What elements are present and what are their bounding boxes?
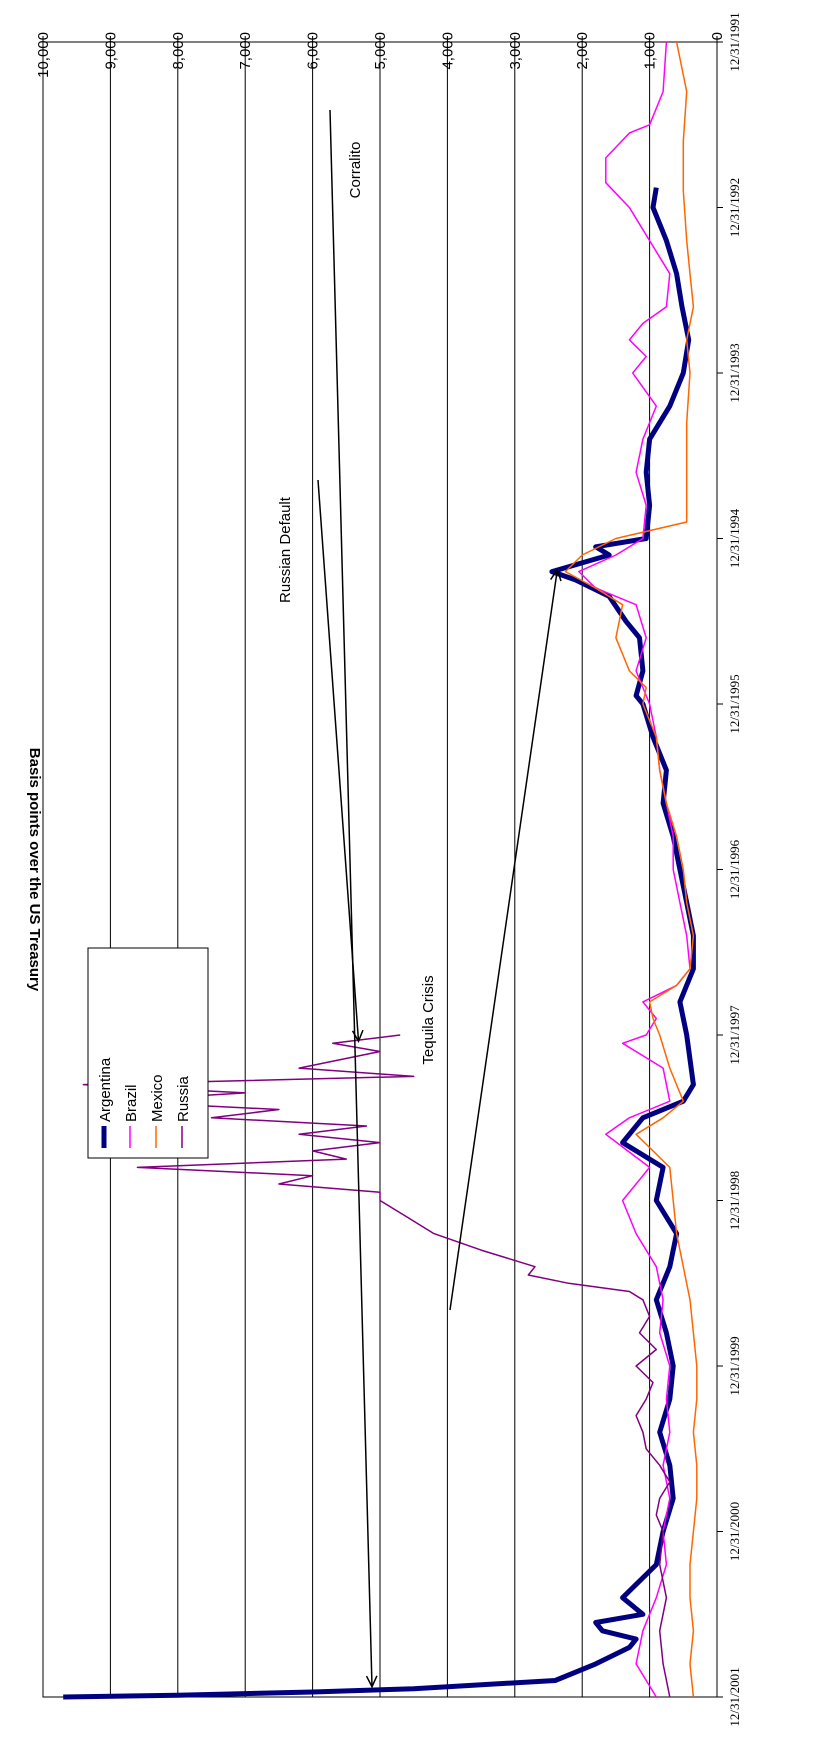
x-tick-label: 12/31/2000 <box>727 1502 742 1561</box>
y-axis-title: Basis points over the US Treasury <box>26 748 43 992</box>
x-tick-label: 12/31/1996 <box>727 839 742 899</box>
y-tick-label: 0 <box>709 32 726 40</box>
legend-box <box>87 947 209 1159</box>
x-tick-label: 12/31/1994 <box>727 508 742 568</box>
series-line-brazil <box>578 41 691 1698</box>
y-tick-label: 7,000 <box>237 32 254 70</box>
legend-label-argentina: Argentina <box>97 1057 114 1122</box>
series-line-russia <box>82 1034 671 1698</box>
y-tick-label: 3,000 <box>507 32 524 70</box>
x-tick-label: 12/31/1998 <box>727 1171 742 1230</box>
plot-area <box>42 36 723 1700</box>
x-tick-label: 12/31/2001 <box>727 1667 742 1726</box>
y-tick-label: 10,000 <box>35 32 52 78</box>
y-tick-label: 1,000 <box>642 32 659 70</box>
y-tick-label: 4,000 <box>439 32 456 70</box>
annotation-label: Russian Default <box>277 496 294 603</box>
y-axis-ticks: 0 1,000 2,000 3,000 4,000 5,000 6,000 7,000 8,00… <box>35 32 726 78</box>
x-tick-label: 12/31/1992 <box>727 178 742 237</box>
x-tick-label: 12/31/1995 <box>727 674 742 733</box>
annotation-arrow <box>449 569 559 1311</box>
annotation-arrowhead <box>550 567 562 582</box>
annotation-label: Corralito <box>347 142 364 199</box>
y-tick-label: 9,000 <box>102 32 119 70</box>
legend-label-mexico: Mexico <box>149 1074 166 1122</box>
x-tick-label: 12/31/1997 <box>727 1005 742 1065</box>
y-tick-label: 2,000 <box>574 32 591 70</box>
x-tick-label: 12/31/1991 <box>727 12 742 71</box>
annotation-arrow <box>329 109 373 1687</box>
y-tick-label: 8,000 <box>170 32 187 70</box>
series-line-mexico <box>564 41 698 1698</box>
x-tick-label: 12/31/1999 <box>727 1336 742 1395</box>
series-line-argentina <box>63 187 696 1700</box>
legend: Argentina Brazil Mexico Russia <box>87 947 209 1159</box>
legend-label-russia: Russia <box>175 1075 192 1122</box>
legend-label-brazil: Brazil <box>123 1084 140 1122</box>
annotation-arrowhead <box>365 1675 378 1689</box>
y-tick-label: 5,000 <box>372 32 389 70</box>
x-axis-ticks: 12/31/1991 12/31/1992 12/31/1993 12/31/1994… <box>727 12 742 1726</box>
y-tick-label: 6,000 <box>305 32 322 70</box>
annotation-label: Tequila Crisis <box>420 975 437 1064</box>
annotations: Tequila Crisis Russian Default Corralito <box>277 109 562 1689</box>
x-tick-label: 12/31/1993 <box>727 343 742 402</box>
